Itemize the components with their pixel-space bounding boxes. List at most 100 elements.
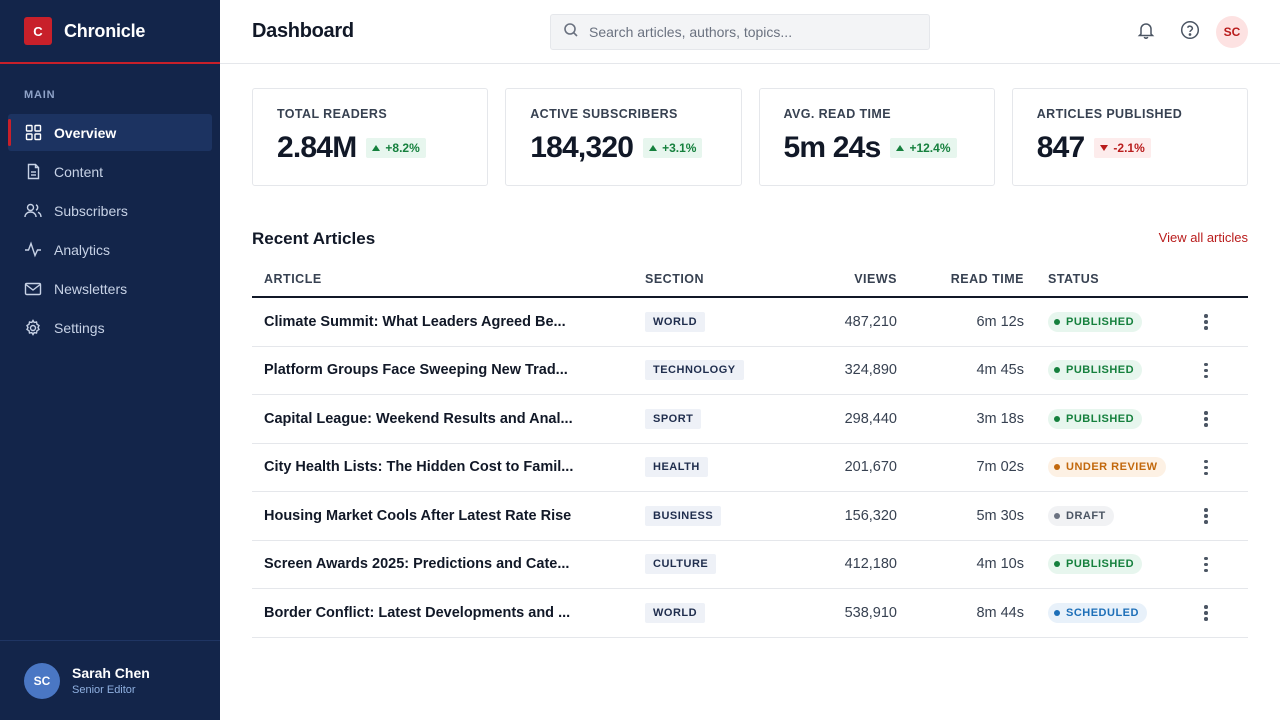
sidebar-nav: Overview Content Subscribers Analytics Newsl… bbox=[0, 114, 220, 346]
sidebar-item-content[interactable]: Content bbox=[8, 153, 212, 190]
section-tag: BUSINESS bbox=[645, 505, 722, 526]
table-row[interactable]: Border Conflict: Latest Developments and… bbox=[252, 589, 1248, 638]
column-header-section[interactable]: SECTION bbox=[645, 272, 705, 286]
table-row[interactable]: Screen Awards 2025: Predictions and Cate… bbox=[252, 541, 1248, 589]
sidebar-item-newsletters[interactable]: Newsletters bbox=[8, 270, 212, 307]
row-more-button[interactable] bbox=[1196, 407, 1216, 431]
table-row[interactable]: Climate Summit: What Leaders Agreed Be..… bbox=[252, 298, 1248, 347]
status-label: PUBLISHED bbox=[1066, 558, 1135, 571]
stat-label: AVG. READ TIME bbox=[783, 107, 891, 121]
stat-delta-badge: +3.1% bbox=[643, 138, 703, 158]
status-badge: DRAFT bbox=[1048, 505, 1114, 526]
status-label: DRAFT bbox=[1066, 509, 1106, 522]
status-dot-icon bbox=[1054, 318, 1060, 325]
brand[interactable]: C Chronicle bbox=[0, 0, 220, 64]
section-tag: TECHNOLOGY bbox=[645, 360, 744, 381]
views-value: 201,670 bbox=[844, 459, 897, 476]
article-title-link[interactable]: Housing Market Cools After Latest Rate R… bbox=[264, 507, 572, 524]
row-more-button[interactable] bbox=[1196, 455, 1216, 479]
stat-value: 184,320 bbox=[530, 131, 634, 164]
row-more-button[interactable] bbox=[1196, 358, 1216, 382]
row-more-button[interactable] bbox=[1196, 552, 1216, 576]
row-more-button[interactable] bbox=[1196, 601, 1216, 625]
status-badge: UNDER REVIEW bbox=[1048, 457, 1166, 478]
column-header-views[interactable]: VIEWS bbox=[854, 272, 897, 286]
user-profile[interactable]: SC Sarah Chen Senior Editor bbox=[0, 640, 220, 720]
more-vertical-icon bbox=[1204, 508, 1208, 512]
column-header-read-time[interactable]: READ TIME bbox=[950, 272, 1024, 286]
stats-row: TOTAL READERS 2.84M +8.2% ACTIVE SUBSCRI… bbox=[252, 88, 1248, 186]
sidebar: C Chronicle MAIN Overview Content Subscrib… bbox=[0, 0, 220, 720]
stat-card: TOTAL READERS 2.84M +8.2% bbox=[252, 88, 489, 186]
stat-value: 847 bbox=[1036, 131, 1085, 164]
read-time-value: 3m 18s bbox=[976, 410, 1024, 427]
table-header: ARTICLE SECTION VIEWS READ TIME STATUS bbox=[252, 262, 1248, 298]
articles-table: ARTICLE SECTION VIEWS READ TIME STATUS C… bbox=[252, 262, 1248, 638]
stat-label: ARTICLES PUBLISHED bbox=[1036, 107, 1183, 121]
stat-card: AVG. READ TIME 5m 24s +12.4% bbox=[758, 88, 995, 186]
read-time-value: 4m 45s bbox=[976, 362, 1024, 379]
document-icon bbox=[24, 163, 42, 181]
status-label: PUBLISHED bbox=[1066, 315, 1135, 328]
section-tag: WORLD bbox=[645, 602, 706, 623]
table-row[interactable]: Housing Market Cools After Latest Rate R… bbox=[252, 492, 1248, 541]
row-more-button[interactable] bbox=[1196, 310, 1216, 334]
help-icon bbox=[1180, 20, 1200, 45]
status-label: UNDER REVIEW bbox=[1066, 461, 1158, 474]
arrow-up-icon bbox=[372, 145, 381, 151]
table-row[interactable]: Platform Groups Face Sweeping New Trad..… bbox=[252, 347, 1248, 395]
sidebar-item-label: Overview bbox=[54, 124, 117, 141]
read-time-value: 8m 44s bbox=[976, 604, 1024, 621]
read-time-value: 6m 12s bbox=[976, 313, 1024, 330]
view-all-articles-link[interactable]: View all articles bbox=[1158, 230, 1248, 245]
header-avatar[interactable]: SC bbox=[1216, 16, 1248, 48]
stat-value: 2.84M bbox=[277, 131, 357, 164]
section-tag: WORLD bbox=[645, 311, 706, 332]
stat-label: TOTAL READERS bbox=[277, 107, 388, 121]
stat-label: ACTIVE SUBSCRIBERS bbox=[530, 107, 678, 121]
column-header-status[interactable]: STATUS bbox=[1048, 272, 1100, 286]
article-title-link[interactable]: Screen Awards 2025: Predictions and Cate… bbox=[264, 556, 570, 573]
activity-icon bbox=[24, 241, 42, 259]
sidebar-item-overview[interactable]: Overview bbox=[8, 114, 212, 151]
grid-icon bbox=[24, 124, 42, 142]
recent-articles-title: Recent Articles bbox=[252, 229, 376, 248]
table-row[interactable]: Capital League: Weekend Results and Anal… bbox=[252, 395, 1248, 444]
views-value: 538,910 bbox=[844, 604, 897, 621]
table-row[interactable]: City Health Lists: The Hidden Cost to Fa… bbox=[252, 444, 1248, 492]
search-box[interactable] bbox=[550, 14, 930, 50]
article-title-link[interactable]: Platform Groups Face Sweeping New Trad..… bbox=[264, 362, 568, 379]
read-time-value: 7m 02s bbox=[976, 459, 1024, 476]
column-header-article[interactable]: ARTICLE bbox=[264, 272, 322, 286]
article-title-link[interactable]: Border Conflict: Latest Developments and… bbox=[264, 604, 571, 621]
arrow-up-icon bbox=[896, 145, 905, 151]
help-button[interactable] bbox=[1178, 20, 1202, 44]
article-title-link[interactable]: Capital League: Weekend Results and Anal… bbox=[264, 410, 573, 427]
article-title-link[interactable]: City Health Lists: The Hidden Cost to Fa… bbox=[264, 459, 574, 476]
stat-value: 5m 24s bbox=[783, 131, 882, 164]
brand-logo: C bbox=[24, 17, 52, 45]
sidebar-item-label: Subscribers bbox=[54, 202, 128, 219]
sidebar-item-subscribers[interactable]: Subscribers bbox=[8, 192, 212, 229]
article-title-link[interactable]: Climate Summit: What Leaders Agreed Be..… bbox=[264, 313, 566, 330]
more-vertical-icon bbox=[1204, 411, 1208, 415]
section-tag: HEALTH bbox=[645, 457, 708, 478]
bell-icon bbox=[1137, 21, 1155, 44]
row-more-button[interactable] bbox=[1196, 504, 1216, 528]
search-input[interactable] bbox=[589, 24, 909, 40]
more-vertical-icon bbox=[1204, 459, 1208, 463]
status-dot-icon bbox=[1054, 415, 1060, 422]
stat-delta-value: +3.1% bbox=[662, 141, 697, 155]
notifications-button[interactable] bbox=[1134, 20, 1158, 44]
views-value: 298,440 bbox=[844, 410, 897, 427]
sidebar-item-settings[interactable]: Settings bbox=[8, 309, 212, 346]
stat-delta-value: -2.1% bbox=[1113, 141, 1145, 155]
sidebar-item-label: Content bbox=[54, 163, 104, 180]
status-dot-icon bbox=[1054, 512, 1060, 519]
read-time-value: 5m 30s bbox=[976, 507, 1024, 524]
views-value: 412,180 bbox=[844, 556, 897, 573]
arrow-down-icon bbox=[1100, 145, 1109, 151]
sidebar-item-analytics[interactable]: Analytics bbox=[8, 231, 212, 268]
arrow-up-icon bbox=[649, 145, 658, 151]
status-label: PUBLISHED bbox=[1066, 412, 1135, 425]
